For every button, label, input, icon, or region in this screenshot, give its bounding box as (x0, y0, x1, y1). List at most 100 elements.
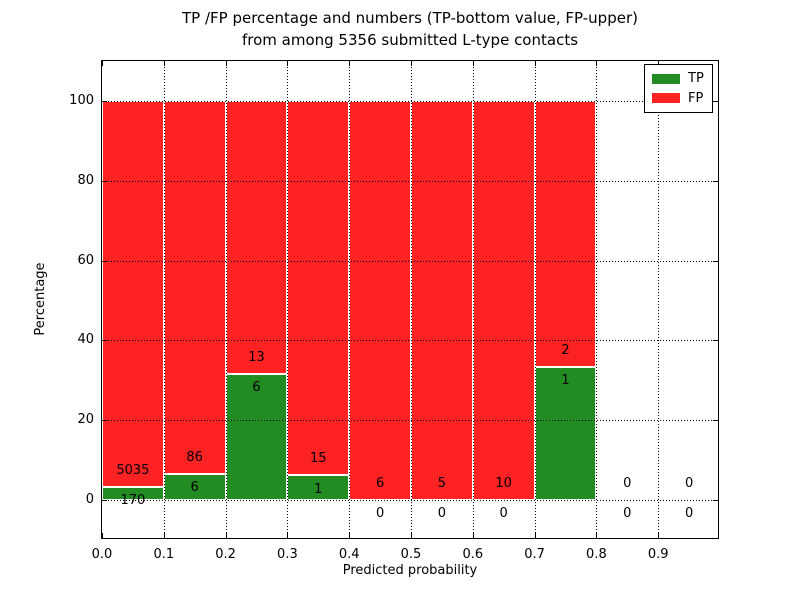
y-tick-mark (713, 340, 718, 342)
bar-count-label-tp: 0 (437, 506, 447, 522)
x-axis-label: Predicted probability (342, 563, 478, 578)
bar-segment-tp (287, 475, 350, 501)
x-tick-mark (102, 533, 103, 538)
x-tick-label: 0.5 (400, 547, 422, 562)
y-tick-mark (102, 180, 107, 182)
bar-segment-fp (287, 100, 350, 476)
bar-segment-fp (225, 100, 288, 375)
gridline-horizontal (102, 260, 718, 262)
bar-count-label-fp: 2 (561, 343, 570, 359)
gridline-vertical (658, 61, 660, 538)
bar-count-label-tp: 6 (190, 480, 199, 496)
x-tick-mark (411, 61, 412, 66)
chart-title: TP /FP percentage and numbers (TP-bottom… (101, 7, 719, 51)
x-tick-label: 0.3 (277, 547, 298, 562)
x-tick-label: 0.8 (586, 547, 607, 562)
x-tick-label: 0.6 (462, 547, 484, 562)
y-tick-label: 20 (77, 412, 94, 428)
bar-count-label-tp: 0 (684, 506, 694, 522)
y-tick-mark (102, 500, 107, 502)
x-tick-mark (472, 533, 474, 538)
x-tick-mark (225, 533, 227, 538)
gridline-horizontal (102, 420, 718, 422)
bar-count-label-tp: 170 (120, 493, 146, 509)
bar-count-label-fp: 15 (310, 451, 327, 467)
chart-title-line1: TP /FP percentage and numbers (TP-bottom… (182, 9, 638, 27)
bar-count-label-fp: 13 (248, 350, 265, 366)
x-tick-label: 0.2 (215, 547, 236, 562)
y-tick-label: 40 (77, 332, 94, 348)
y-tick-mark (102, 260, 107, 262)
bar-count-label-fp: 5 (437, 476, 447, 492)
gridline-vertical (349, 61, 351, 538)
bar-segment-fp (163, 100, 226, 475)
x-tick-mark (163, 533, 165, 538)
x-tick-mark (658, 61, 660, 66)
x-tick-mark (287, 61, 289, 66)
y-tick-label: 80 (77, 172, 94, 188)
y-tick-label: 100 (69, 92, 94, 108)
x-tick-mark (225, 61, 227, 66)
x-tick-mark (658, 533, 660, 538)
gridline-vertical (287, 61, 289, 538)
legend-entry-fp: FP (652, 91, 705, 106)
gridline-horizontal (102, 500, 718, 502)
bar-count-label-tp: 0 (375, 506, 385, 522)
bar-count-label-fp: 5035 (116, 463, 150, 479)
bar-segment-fp (534, 100, 597, 368)
bar-segment-fp (349, 100, 411, 501)
y-axis-label: Percentage (33, 262, 48, 336)
y-tick-mark (102, 420, 107, 422)
x-tick-mark (102, 61, 103, 66)
bar-segment-tp (102, 487, 164, 501)
bar-count-label-fp: 0 (684, 476, 694, 492)
gridline-vertical (163, 61, 165, 538)
gridline-horizontal (102, 180, 718, 182)
bar-count-label-tp: 1 (561, 373, 570, 389)
x-tick-mark (349, 61, 351, 66)
x-tick-label: 0.7 (524, 547, 545, 562)
bar-segment-fp (411, 100, 473, 501)
x-tick-label: 0.1 (153, 547, 175, 562)
bar-count-label-tp: 1 (314, 481, 323, 497)
bar-count-label-tp: 0 (623, 506, 632, 522)
y-tick-mark (713, 260, 718, 262)
bar-count-label-tp: 0 (499, 506, 508, 522)
y-tick-mark (102, 100, 107, 102)
bar-segment-tp (225, 374, 288, 501)
x-tick-mark (411, 533, 412, 538)
y-tick-mark (713, 100, 718, 102)
x-tick-mark (534, 61, 536, 66)
x-tick-mark (534, 533, 536, 538)
bar-segment-fp (102, 100, 164, 488)
gridline-horizontal (102, 100, 718, 102)
y-tick-label: 0 (85, 492, 94, 508)
fp-color-swatch (652, 93, 680, 104)
gridline-horizontal (102, 340, 718, 342)
bar-count-label-fp: 86 (186, 450, 203, 466)
bar-count-label-fp: 10 (495, 476, 512, 492)
legend-entry-tp: TP (652, 71, 705, 86)
x-tick-mark (596, 61, 598, 66)
bar-segment-tp (163, 474, 226, 501)
gridline-vertical (472, 61, 474, 538)
chart-title-line2: from among 5356 submitted L-type contact… (241, 31, 579, 49)
gridline-vertical (225, 61, 227, 538)
x-tick-label: 0.0 (91, 547, 113, 562)
gridline-vertical (411, 61, 412, 538)
y-tick-mark (102, 340, 107, 342)
x-tick-mark (472, 61, 474, 66)
bar-segment-fp (472, 100, 535, 501)
x-tick-mark (163, 61, 165, 66)
x-tick-label: 0.4 (338, 547, 360, 562)
plot-area: TP FP 0.0 0.1 0.2 0.3 0.4 0.5 0.6 0.7 0.8 0.9 0 20 4… (69, 60, 719, 562)
bar-count-label-tp: 6 (252, 380, 261, 396)
bar-count-label-fp: 6 (375, 476, 385, 492)
legend-label-tp: TP (688, 71, 704, 87)
x-tick-label: 0.9 (647, 547, 669, 562)
legend-label-fp: FP (688, 90, 704, 106)
y-tick-mark (713, 420, 718, 422)
gridline-vertical (596, 61, 598, 538)
gridline-vertical (534, 61, 536, 538)
